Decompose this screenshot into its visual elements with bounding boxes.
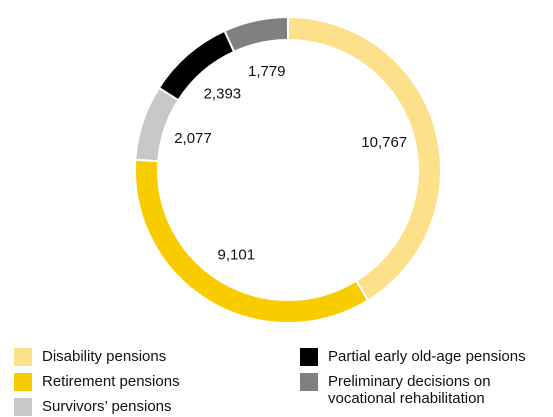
donut-segment <box>134 86 180 163</box>
donut-segment <box>287 15 442 302</box>
legend-item: Survivors’ pensions <box>14 398 172 416</box>
legend-swatch <box>14 373 32 391</box>
value-label: 1,779 <box>248 63 286 80</box>
legend-label: Retirement pensions <box>42 373 180 390</box>
legend-label: Preliminary decisions on vocational reha… <box>328 373 491 407</box>
legend-label: Disability pensions <box>42 348 167 365</box>
legend-item: Disability pensions <box>14 348 166 366</box>
legend-item: Retirement pensions <box>14 373 180 391</box>
value-label: 2,077 <box>174 130 212 147</box>
legend-item: Preliminary decisions on vocational reha… <box>300 373 500 407</box>
legend-swatch <box>300 348 318 366</box>
value-label: 2,393 <box>204 86 242 103</box>
value-label: 9,101 <box>218 247 256 264</box>
legend-label: Partial early old-age pensions <box>328 348 526 365</box>
donut-segment <box>223 15 289 54</box>
donut-segment <box>134 158 370 324</box>
value-label: 10,767 <box>361 134 407 151</box>
legend-label: Survivors’ pensions <box>42 398 172 415</box>
chart: 10,767 9,101 2,077 2,393 1,779 <box>134 15 442 324</box>
legend-item: Partial early old-age pensions <box>300 348 526 366</box>
legend-swatch <box>300 373 318 391</box>
legend-swatch <box>14 398 32 416</box>
legend-swatch <box>14 348 32 366</box>
